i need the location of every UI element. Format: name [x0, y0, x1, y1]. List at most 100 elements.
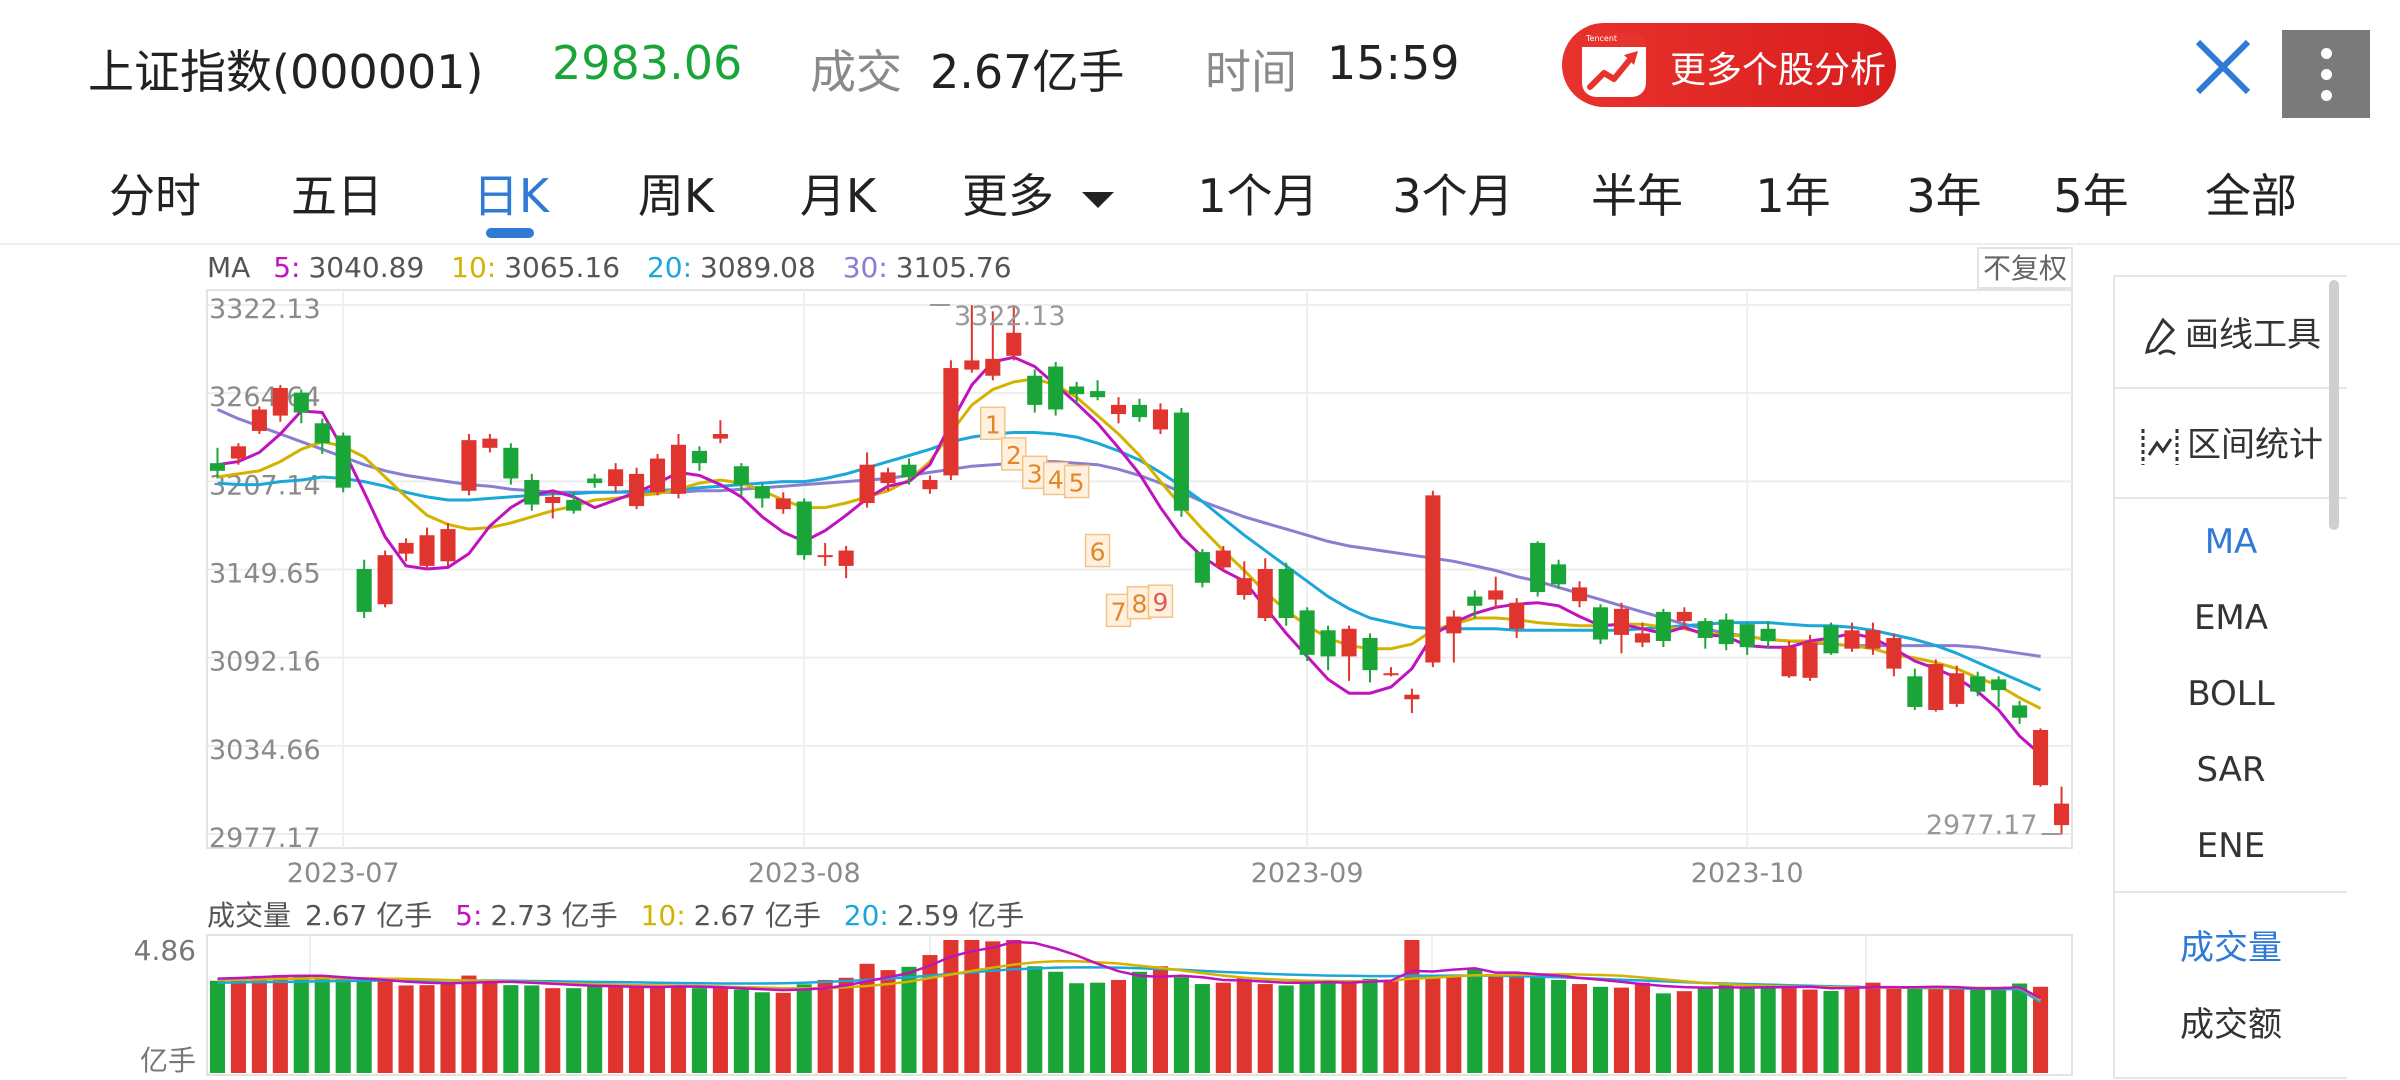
more-stock-analysis-button[interactable]: Tencent 更多个股分析 [1562, 23, 1896, 107]
price-axis-labels: 3322.133264.643207.143149.653092.163034.… [209, 294, 321, 854]
vol-item-volume[interactable]: 成交量 [2180, 928, 2282, 968]
ma5-value: 3040.89 [308, 251, 424, 284]
volume-bar [1781, 988, 1797, 1073]
volume-bar [1152, 966, 1168, 1073]
x-tick-label: 2023-07 [287, 858, 400, 889]
ma-label: MA [207, 251, 250, 284]
pencil-icon [2144, 317, 2176, 355]
volume-bar [1991, 987, 2007, 1073]
ma10-key: 10: [451, 251, 496, 284]
ma20-key: 20: [647, 251, 692, 284]
candle-body [1697, 621, 1713, 638]
candle-body [838, 550, 854, 566]
tab-daily-k[interactable]: 日K [472, 169, 550, 223]
tab-more-dropdown[interactable]: 更多 [962, 160, 1114, 226]
signal-number: 1 [985, 410, 1001, 439]
volume-bar [1551, 979, 1567, 1073]
signal-badge [1063, 464, 1090, 499]
range-stats-button[interactable]: 区间统计 [2115, 417, 2347, 467]
candle-body [796, 501, 812, 556]
indicator-sar[interactable]: SAR [2196, 750, 2266, 790]
candle-body [1173, 412, 1189, 511]
indicator-panel-scrollbar[interactable] [2329, 280, 2339, 530]
volume-bar [608, 984, 624, 1073]
volume-bar [712, 988, 728, 1073]
date-axis-labels: 2023-07 2023-08 2023-09 2023-10 [287, 858, 1804, 889]
volume-ma-lines [217, 940, 2042, 1004]
y-tick-label: 3034.66 [209, 735, 321, 766]
candle-body [691, 450, 707, 464]
volume-bar [1278, 985, 1294, 1073]
draw-tool-label: 画线工具 [2185, 315, 2321, 355]
candle-body [2012, 705, 2028, 718]
indicator-boll[interactable]: BOLL [2187, 674, 2275, 714]
signal-badge [1001, 437, 1027, 471]
candle-body [817, 555, 833, 558]
candle-body [1152, 409, 1168, 430]
more-menu-button[interactable] [2282, 30, 2370, 118]
volume-bar [2012, 983, 2028, 1073]
vol-ma5-key: 5: [455, 899, 482, 932]
volume-bar [880, 970, 896, 1073]
candle-body [733, 466, 749, 485]
volume-bar [1613, 987, 1630, 1073]
indicator-ene[interactable]: ENE [2196, 826, 2266, 866]
close-button[interactable] [2188, 32, 2258, 102]
volume-bar [1194, 984, 1210, 1073]
indicator-ema[interactable]: EMA [2193, 598, 2269, 638]
volume-bar [461, 975, 477, 1073]
volume-bar [1006, 940, 1022, 1073]
candle-body [1530, 542, 1546, 592]
tab-1-month[interactable]: 1个月 [1197, 169, 1319, 223]
candle-body [1676, 611, 1692, 622]
vol-ma5-value: 2.73 亿手 [490, 899, 617, 932]
time-value: 15:59 [1327, 36, 1460, 90]
tab-five-day[interactable]: 五日 [291, 169, 383, 223]
vol-item-turnover[interactable]: 成交额 [2180, 1005, 2282, 1045]
indicator-ma[interactable]: MA [2204, 522, 2258, 562]
tab-weekly-k[interactable]: 周K [637, 169, 715, 223]
volume-bar [1928, 986, 1944, 1073]
tab-3-months[interactable]: 3个月 [1392, 169, 1514, 223]
tab-all[interactable]: 全部 [2205, 169, 2297, 223]
main-legend: MA 5: 3040.89 10: 3065.16 20: 3089.08 30: 31… [207, 251, 1012, 284]
candle-body [922, 480, 938, 490]
volume-bar [1739, 987, 1755, 1073]
signal-number: 4 [1048, 465, 1064, 494]
draw-tool-button[interactable]: 画线工具 [2115, 307, 2347, 357]
active-tab-indicator [486, 228, 534, 238]
close-icon [2195, 39, 2251, 95]
volume-bar [1718, 984, 1734, 1073]
tab-monthly-k[interactable]: 月K [799, 169, 877, 223]
candle-body [1781, 647, 1797, 677]
volume-bar [440, 982, 456, 1073]
candle-body [1823, 625, 1839, 654]
volume-bar [1236, 977, 1252, 1073]
volume-bar [691, 988, 707, 1073]
candle-body [230, 446, 246, 459]
candle-body [356, 568, 372, 612]
kline-chart[interactable]: 3322.133264.643207.143149.653092.163034.… [0, 0, 2110, 1080]
tab-1-year[interactable]: 1年 [1755, 169, 1831, 223]
tab-intraday[interactable]: 分时 [109, 169, 201, 223]
ma5-line [217, 355, 2042, 756]
candle-body [1341, 628, 1357, 657]
volume-bar [1655, 993, 1671, 1073]
adjust-toggle[interactable] [1977, 247, 2073, 289]
volume-bar [230, 978, 246, 1073]
signal-number: 8 [1132, 590, 1148, 619]
candle-body [1446, 616, 1462, 634]
candle-body [608, 469, 624, 487]
tab-5-years[interactable]: 5年 [2053, 169, 2129, 223]
vol-title: 成交量 [207, 899, 291, 932]
candle-body [293, 392, 309, 413]
y-tick-label: 3092.16 [209, 647, 321, 678]
volume-bar [1844, 985, 1860, 1073]
volume-bar [1027, 966, 1043, 1073]
ma5-key: 5: [273, 251, 300, 284]
tab-3-years[interactable]: 3年 [1906, 169, 1982, 223]
volume-bar [1090, 982, 1106, 1073]
volume-bar [1802, 989, 1818, 1073]
tab-half-year[interactable]: 半年 [1591, 169, 1683, 223]
candle-body [1488, 590, 1504, 600]
